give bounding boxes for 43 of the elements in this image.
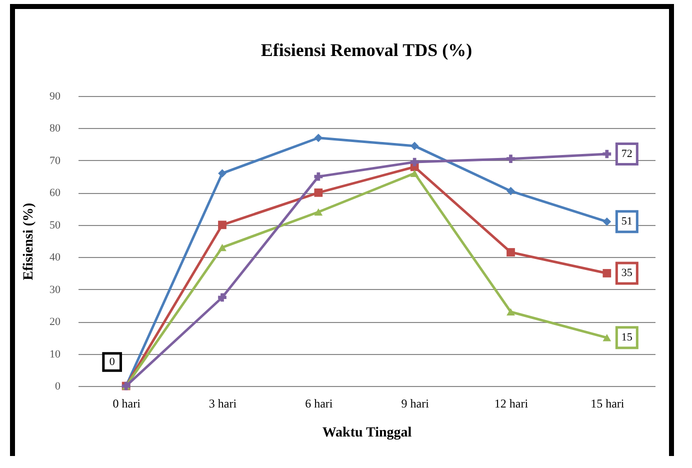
- point: [218, 169, 226, 178]
- chart-title: Efisiensi Removal TDS (%): [260, 40, 472, 60]
- point: [314, 134, 323, 142]
- y-axis-title: Efisiensi (%): [22, 202, 36, 280]
- y-tick-label: 90: [50, 90, 61, 102]
- x-tick-label: 9 hari: [401, 396, 430, 410]
- point: [410, 170, 419, 177]
- y-tick-label: 0: [55, 380, 61, 392]
- point: [410, 158, 419, 166]
- y-tick-label: 20: [50, 316, 61, 328]
- point: [410, 142, 419, 150]
- x-tick-label: 15 hari: [590, 396, 625, 410]
- y-tick-label: 80: [50, 122, 61, 135]
- data-label: 15: [621, 332, 633, 344]
- point: [314, 172, 323, 181]
- point: [314, 188, 323, 197]
- data-label: 35: [621, 267, 633, 280]
- y-tick-label: 50: [50, 219, 61, 232]
- point: [602, 150, 612, 158]
- x-tick-label: 0 hari: [112, 396, 142, 410]
- point: [602, 269, 612, 278]
- y-tick-label: 70: [50, 154, 61, 167]
- annotation: 0: [109, 356, 116, 368]
- data-label: 72: [621, 148, 632, 160]
- point: [506, 248, 515, 256]
- point: [602, 334, 612, 342]
- point: [218, 244, 226, 252]
- x-tick-label: 6 hari: [305, 396, 334, 410]
- point: [218, 293, 226, 302]
- y-tick-label: 10: [50, 348, 61, 360]
- y-tick-label: 40: [50, 252, 61, 264]
- x-axis-title: Waktu Tinggal: [322, 426, 412, 440]
- point: [506, 308, 515, 316]
- y-tick-label: 60: [50, 187, 61, 200]
- point: [218, 220, 226, 230]
- y-tick-label: 30: [50, 284, 61, 296]
- x-tick-label: 3 hari: [208, 396, 238, 410]
- point: [314, 208, 323, 216]
- point: [506, 154, 515, 164]
- data-label: 51: [621, 216, 632, 228]
- point: [602, 217, 612, 226]
- x-tick-label: 12 hari: [494, 396, 529, 410]
- point: [506, 186, 515, 196]
